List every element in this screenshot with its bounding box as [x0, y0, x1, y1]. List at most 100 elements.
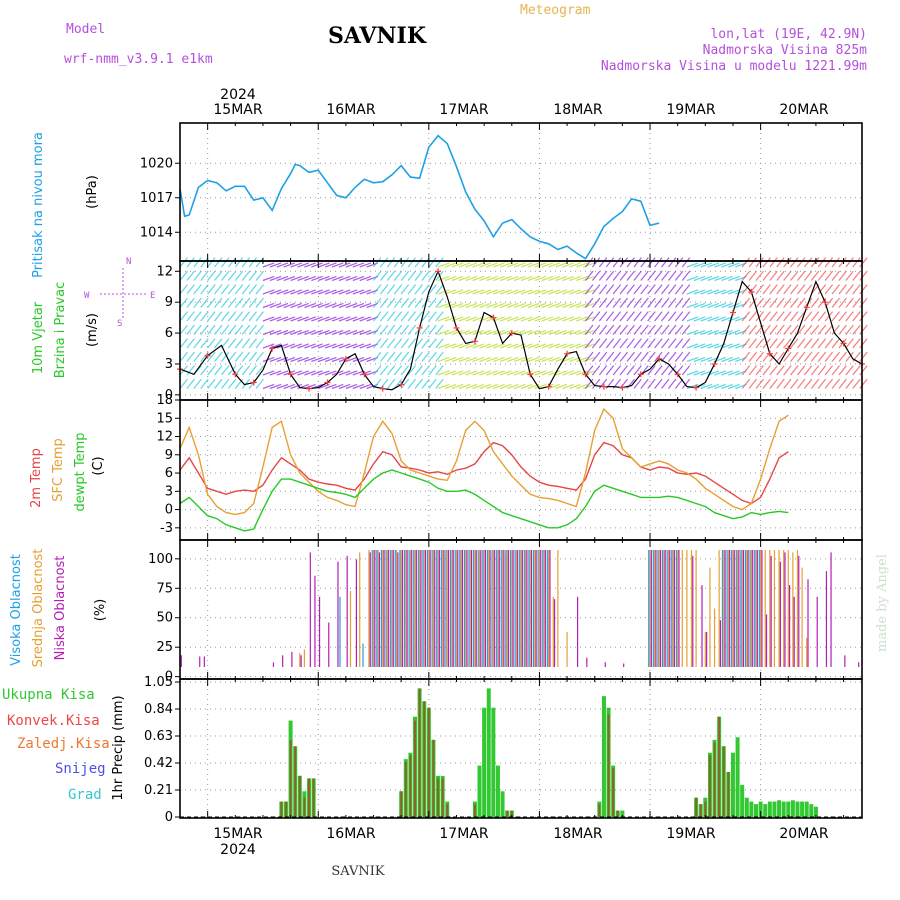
wind-barb — [451, 383, 464, 390]
precip-conv-bar — [607, 714, 610, 817]
wind-barb — [527, 262, 540, 268]
wind-barb — [234, 365, 244, 376]
wind-barb — [776, 311, 785, 322]
wind-barb — [200, 284, 209, 295]
wind-barb — [241, 284, 251, 295]
wind-barb — [681, 284, 691, 295]
wind-barb — [386, 257, 396, 268]
wind-barb — [591, 324, 601, 335]
wind-barb — [311, 343, 323, 349]
wind-barb — [541, 302, 554, 309]
precip-legend: Ukupna Kisa Konvek.Kisa Zaledj.Kisa Snij… — [2, 687, 126, 803]
wind-barb — [207, 284, 216, 295]
wind-barb — [548, 356, 561, 363]
wind-speed-marker — [490, 314, 497, 321]
wind-barb — [838, 311, 847, 322]
wind-barb — [311, 316, 323, 322]
wind-barb — [824, 351, 834, 362]
wind-barb — [379, 311, 389, 322]
wind-barb — [393, 365, 403, 376]
wind-barb — [527, 329, 540, 336]
wind-barb — [386, 324, 396, 335]
wind-speed-marker — [508, 330, 515, 337]
wind-barb — [262, 262, 275, 268]
wind-barb — [345, 329, 358, 336]
wind-barb — [458, 262, 471, 268]
wind-barb — [193, 351, 202, 362]
wind-barb — [221, 365, 230, 376]
wind-barb — [465, 289, 478, 295]
wind-barb — [748, 324, 758, 335]
wind-barb — [486, 356, 498, 363]
wind-speed-marker — [306, 385, 313, 392]
wind-barb — [585, 284, 594, 295]
wind-barb — [824, 338, 834, 349]
wind-barb — [283, 289, 296, 295]
wind-barb — [262, 302, 275, 309]
wind-barb — [605, 351, 615, 362]
wind-barb — [647, 351, 656, 362]
wind-speed-marker — [416, 324, 423, 331]
wind-barb — [186, 351, 195, 362]
wind-barb — [838, 297, 847, 308]
wind-barb — [451, 329, 464, 336]
wind-barb — [562, 302, 574, 309]
wind-barb — [186, 338, 195, 349]
wind-barb — [591, 338, 601, 349]
wind-speed-marker — [729, 309, 736, 316]
wind-barb — [612, 270, 622, 281]
wind-barb — [297, 329, 309, 336]
wind-barb — [707, 316, 720, 322]
wind-barb — [859, 378, 868, 389]
wind-speed-marker — [379, 385, 386, 392]
wind-barb — [437, 343, 450, 349]
wind-barb — [769, 311, 778, 322]
wind-barb — [612, 257, 622, 268]
wind-barb — [852, 257, 861, 268]
wind-barb — [681, 311, 691, 322]
cloud-labels: Visoka Oblacnost Srednja Oblacnost Niska… — [9, 549, 108, 668]
wind-barb — [458, 302, 471, 309]
precip-ytick-label-3: 0.63 — [144, 729, 173, 744]
wind-barb — [186, 257, 195, 268]
wind-barb — [633, 311, 642, 322]
wind-barb — [783, 365, 792, 376]
wind-barb — [831, 270, 840, 281]
wind-barb — [591, 311, 601, 322]
wind-barb — [324, 262, 337, 268]
wind-speed-marker — [232, 371, 239, 378]
precip-total-bar — [781, 801, 786, 817]
wind-barb — [276, 275, 289, 282]
wind-barb — [721, 275, 733, 282]
wind-barb — [207, 297, 216, 308]
wind-barb — [221, 270, 230, 281]
wind-barb — [338, 275, 351, 282]
wind-barb — [831, 378, 840, 389]
wind-barb — [797, 324, 806, 335]
wind-barb — [221, 257, 230, 268]
wind-barb — [674, 338, 684, 349]
wind-barb — [379, 338, 389, 349]
wind-barb — [421, 365, 430, 376]
wind-barb — [831, 297, 840, 308]
wind-barb — [255, 324, 264, 335]
wind-barb — [707, 383, 720, 390]
wind-barb — [534, 289, 547, 295]
wind-barb — [414, 378, 423, 389]
wind-barb — [640, 284, 649, 295]
wind-barb — [359, 329, 372, 336]
wind-barb — [769, 270, 778, 281]
wind-barb — [755, 284, 764, 295]
wind-barb — [345, 383, 358, 390]
wind-barb — [400, 351, 410, 362]
wind-barb — [311, 329, 323, 336]
wind-barb — [359, 343, 372, 349]
wind-barb — [803, 351, 813, 362]
wind-barb — [541, 316, 554, 322]
wind-barb — [693, 302, 706, 309]
wind-barb — [227, 257, 237, 268]
precip-conv-bar — [598, 804, 601, 817]
wind-barb — [214, 311, 223, 322]
wind-barb — [838, 324, 847, 335]
temp-2m-line — [179, 441, 789, 505]
